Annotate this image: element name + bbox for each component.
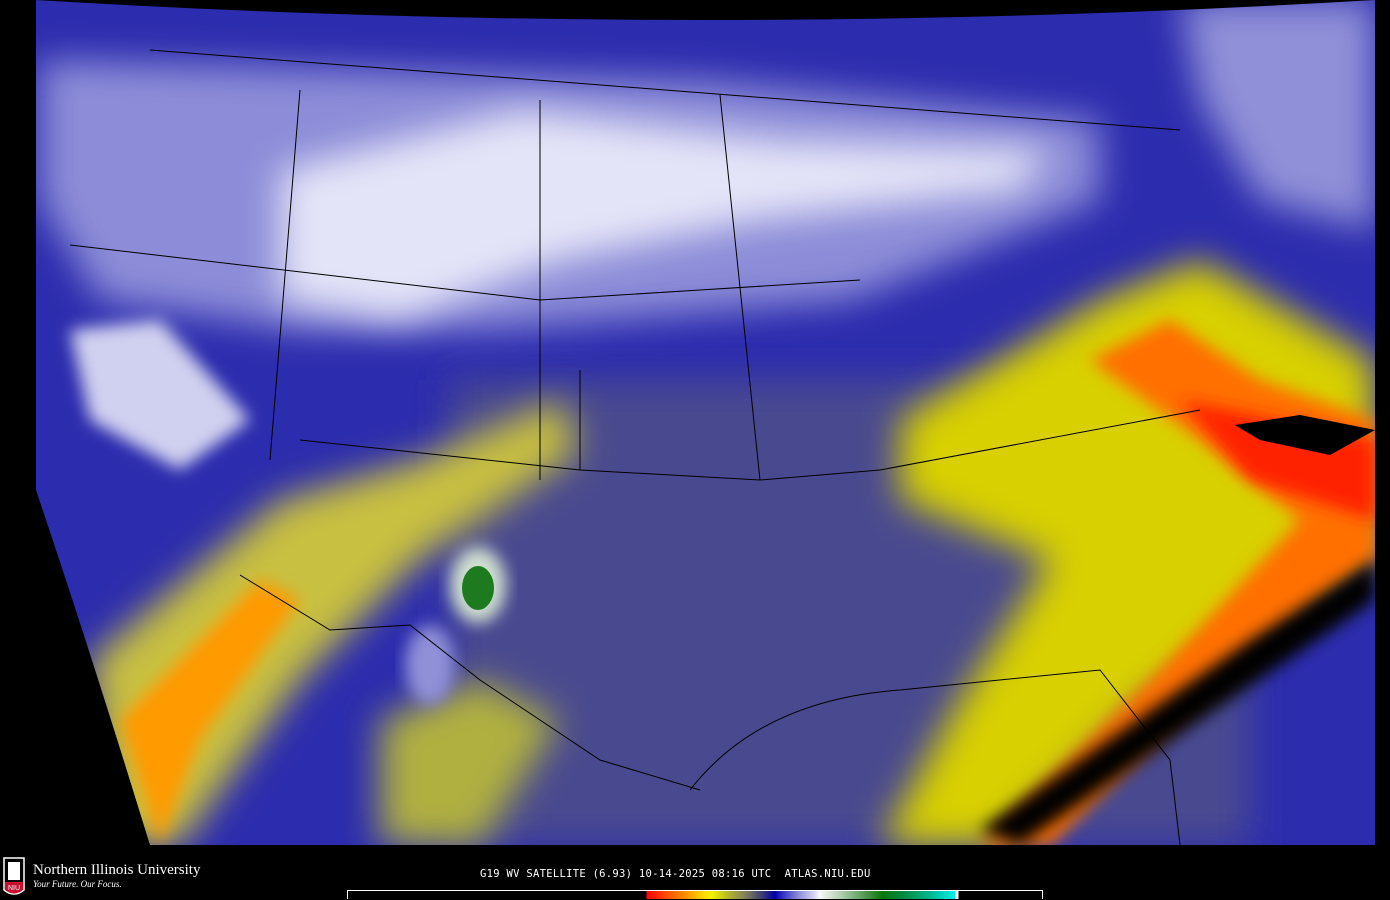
niu-shield-icon: NIU xyxy=(3,857,25,895)
svg-text:NIU: NIU xyxy=(8,885,20,892)
university-name: Northern Illinois University xyxy=(33,862,201,878)
product-caption: G19 WV SATELLITE (6.93) 10-14-2025 08:16… xyxy=(480,868,871,880)
satellite-imagery xyxy=(36,0,1375,845)
water-vapor-satellite-map xyxy=(36,0,1375,845)
niu-logo: NIU Northern Illinois University Your Fu… xyxy=(2,856,200,898)
university-tagline: Your Future. Our Focus. xyxy=(33,879,122,889)
color-scale-bar xyxy=(347,890,1043,899)
